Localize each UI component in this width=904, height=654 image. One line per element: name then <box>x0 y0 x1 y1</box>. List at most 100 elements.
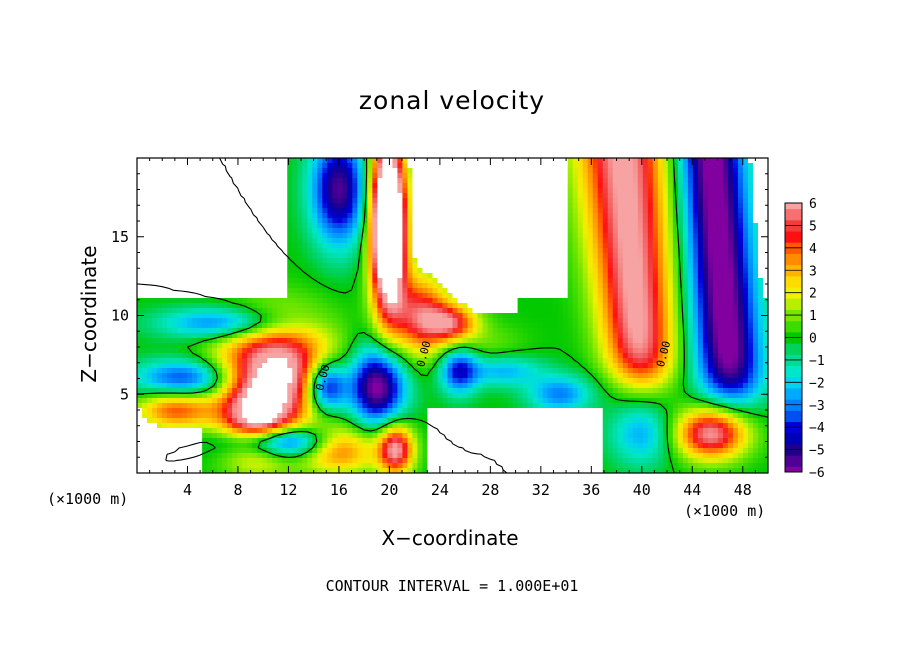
field-cell <box>217 163 223 169</box>
field-cell <box>362 298 368 304</box>
field-cell <box>282 273 288 279</box>
field-cell <box>657 323 664 329</box>
field-cell <box>387 258 394 264</box>
field-cell <box>492 168 499 174</box>
field-cell <box>167 343 173 349</box>
field-cell <box>577 213 584 219</box>
field-cell <box>717 168 724 174</box>
field-cell <box>442 278 449 284</box>
field-cell <box>667 163 674 169</box>
field-cell <box>172 208 178 214</box>
field-cell <box>297 298 303 304</box>
field-cell <box>662 158 669 164</box>
field-cell <box>397 318 404 324</box>
field-cell <box>762 293 768 299</box>
field-cell <box>342 163 348 169</box>
field-cell <box>697 173 704 179</box>
field-cell <box>342 218 348 224</box>
field-cell <box>517 353 524 359</box>
field-cell <box>542 343 549 349</box>
field-cell <box>607 213 614 219</box>
field-cell <box>657 208 664 214</box>
field-cell <box>317 208 323 214</box>
field-cell <box>412 193 419 199</box>
field-cell <box>672 158 679 164</box>
field-cell <box>617 168 624 174</box>
field-cell <box>492 338 499 344</box>
field-cell <box>632 298 639 304</box>
field-cell <box>362 323 368 329</box>
field-cell <box>237 343 243 349</box>
field-cell <box>487 203 494 209</box>
field-cell <box>207 203 213 209</box>
field-cell <box>292 163 298 169</box>
field-cell <box>272 308 278 314</box>
field-cell <box>502 318 509 324</box>
field-cell <box>762 178 768 184</box>
field-cell <box>317 288 323 294</box>
field-cell <box>302 243 308 249</box>
field-cell <box>742 348 749 354</box>
field-cell <box>217 313 223 319</box>
field-cell <box>402 213 409 219</box>
field-cell <box>517 223 524 229</box>
field-cell <box>237 243 243 249</box>
field-cell <box>697 228 704 234</box>
field-cell <box>482 233 489 239</box>
field-cell <box>547 173 554 179</box>
field-cell <box>477 273 484 279</box>
field-cell <box>367 253 373 259</box>
field-cell <box>377 193 383 199</box>
field-cell <box>617 318 624 324</box>
field-cell <box>647 278 654 284</box>
field-cell <box>212 338 218 344</box>
field-cell <box>637 253 644 259</box>
field-cell <box>302 298 308 304</box>
field-cell <box>507 328 514 334</box>
field-cell <box>607 338 614 344</box>
field-cell <box>332 338 338 344</box>
field-cell <box>642 298 649 304</box>
field-cell <box>627 183 634 189</box>
field-cell <box>242 318 248 324</box>
field-cell <box>522 163 529 169</box>
field-cell <box>477 198 484 204</box>
field-cell <box>167 238 173 244</box>
field-cell <box>492 158 499 164</box>
field-cell <box>187 288 193 294</box>
field-cell <box>462 183 469 189</box>
field-cell <box>377 273 383 279</box>
field-cell <box>452 333 459 339</box>
field-cell <box>177 338 183 344</box>
field-cell <box>627 193 634 199</box>
field-cell <box>657 233 664 239</box>
field-cell <box>587 178 594 184</box>
field-cell <box>317 198 323 204</box>
field-cell <box>322 343 328 349</box>
field-cell <box>232 203 238 209</box>
field-cell <box>282 158 288 164</box>
field-cell <box>317 168 323 174</box>
field-cell <box>162 233 168 239</box>
field-cell <box>152 318 158 324</box>
field-cell <box>757 278 764 284</box>
field-cell <box>287 353 293 359</box>
field-cell <box>232 213 238 219</box>
field-cell <box>327 163 333 169</box>
field-cell <box>377 293 383 299</box>
field-cell <box>462 343 469 349</box>
field-cell <box>432 213 439 219</box>
field-cell <box>682 328 689 334</box>
field-cell <box>147 258 153 264</box>
field-cell <box>682 343 689 349</box>
field-cell <box>577 168 584 174</box>
field-cell <box>192 293 198 299</box>
field-cell <box>417 353 424 359</box>
field-cell <box>592 228 599 234</box>
field-cell <box>142 278 148 284</box>
field-cell <box>372 198 378 204</box>
field-cell <box>502 313 509 319</box>
field-cell <box>252 283 258 289</box>
field-cell <box>762 248 768 254</box>
field-cell <box>217 193 223 199</box>
